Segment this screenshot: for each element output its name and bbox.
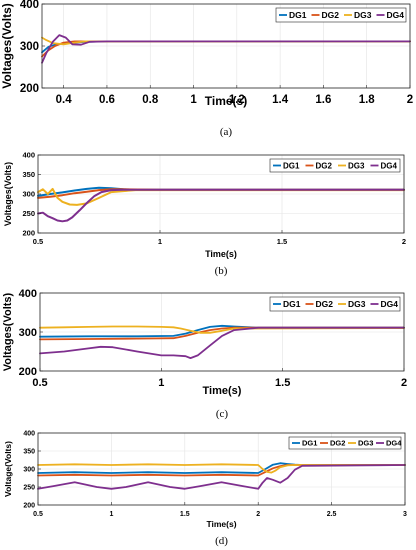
y-tick-label: 200 bbox=[19, 366, 37, 378]
x-tick-label: 1 bbox=[109, 511, 113, 518]
y-tick-label: 300 bbox=[22, 190, 35, 199]
x-tick-label: 0.4 bbox=[56, 94, 73, 106]
x-tick-label: 1 bbox=[190, 94, 197, 106]
series-line-dg3 bbox=[37, 463, 406, 474]
panel-caption: (c) bbox=[216, 408, 229, 420]
y-tick-label: 300 bbox=[20, 41, 39, 53]
x-tick-label: 2.5 bbox=[327, 511, 337, 518]
series-line-dg3 bbox=[37, 187, 405, 206]
legend-box bbox=[269, 158, 401, 173]
x-tick-label: 1.5 bbox=[277, 237, 287, 246]
x-tick-label: 1 bbox=[158, 377, 164, 389]
x-axis-label: Time(s) bbox=[206, 519, 236, 529]
x-tick-label: 1.2 bbox=[229, 94, 245, 106]
y-axis-label: Voltages(Volts) bbox=[3, 162, 13, 226]
y-tick-label: 400 bbox=[19, 288, 37, 300]
y-tick-label: 200 bbox=[23, 502, 35, 509]
x-tick-label: 0.5 bbox=[33, 237, 43, 246]
y-tick-label: 400 bbox=[23, 430, 35, 437]
x-tick-label: 1.5 bbox=[275, 377, 290, 389]
x-tick-label: 0.5 bbox=[32, 377, 47, 389]
legend-label-dg4: DG4 bbox=[386, 439, 402, 448]
panel-caption: (d) bbox=[215, 535, 228, 547]
x-tick-label: 2 bbox=[402, 237, 406, 246]
legend-label-dg3: DG3 bbox=[354, 10, 372, 20]
legend-label-dg4: DG4 bbox=[381, 161, 398, 170]
y-tick-label: 400 bbox=[20, 0, 39, 11]
series-line-dg3 bbox=[39, 325, 405, 334]
y-tick-label: 250 bbox=[23, 484, 35, 491]
legend-label-dg2: DG2 bbox=[330, 439, 345, 448]
legend-label-dg1: DG1 bbox=[283, 161, 300, 170]
legend-box bbox=[269, 296, 401, 312]
chart-panel: 0.5 1 1.5 2 200 250 300 350 400 Time(s) Voltages(V… bbox=[3, 151, 406, 277]
x-tick-label: 2 bbox=[407, 94, 413, 106]
x-axis-label: Time(s) bbox=[205, 249, 237, 259]
legend-label-dg2: DG2 bbox=[316, 161, 333, 170]
x-tick-label: 2 bbox=[401, 377, 407, 389]
legend-label-dg4: DG4 bbox=[381, 299, 399, 309]
x-tick-label: 1 bbox=[158, 237, 162, 246]
y-tick-label: 250 bbox=[22, 209, 35, 218]
x-tick-label: 1.5 bbox=[180, 511, 190, 518]
y-tick-label: 200 bbox=[22, 229, 35, 238]
x-axis-label: Time(s) bbox=[203, 385, 242, 397]
x-axis-label: Time(s) bbox=[205, 94, 247, 108]
y-tick-label: 350 bbox=[22, 170, 35, 179]
y-tick-label: 400 bbox=[22, 151, 35, 160]
legend-label-dg4: DG4 bbox=[387, 10, 405, 20]
legend-label-dg2: DG2 bbox=[322, 10, 340, 20]
legend-label-dg2: DG2 bbox=[316, 299, 334, 309]
legend-label-dg1: DG1 bbox=[289, 10, 307, 20]
legend-label-dg3: DG3 bbox=[348, 161, 365, 170]
legend-label-dg1: DG1 bbox=[283, 299, 301, 309]
y-axis-label: Voltages(Volts) bbox=[2, 292, 14, 371]
x-tick-label: 2 bbox=[256, 511, 260, 518]
y-tick-label: 200 bbox=[20, 83, 39, 95]
x-tick-label: 1.8 bbox=[359, 94, 376, 106]
panel-caption: (a) bbox=[220, 126, 233, 138]
y-tick-label: 300 bbox=[19, 327, 37, 339]
x-tick-label: 1.4 bbox=[272, 94, 289, 106]
panel-caption: (b) bbox=[215, 265, 228, 277]
x-tick-label: 0.6 bbox=[99, 94, 115, 106]
legend-label-dg3: DG3 bbox=[358, 439, 373, 448]
x-tick-label: 3 bbox=[403, 511, 407, 518]
legend-label-dg3: DG3 bbox=[348, 299, 366, 309]
y-axis-label: Voltage(Volts) bbox=[3, 441, 13, 497]
x-tick-label: 0.5 bbox=[33, 511, 43, 518]
chart-panel: 0.4 0.6 0.8 1 1.2 1.4 1.6 1.8 2 200 300 400 Time(s) V… bbox=[0, 0, 413, 138]
y-tick-label: 350 bbox=[23, 448, 35, 455]
legend-label-dg1: DG1 bbox=[302, 439, 317, 448]
series-line-dg4 bbox=[41, 34, 411, 64]
x-tick-label: 0.8 bbox=[142, 94, 159, 106]
legend-box bbox=[275, 7, 407, 23]
chart-panel: 0.5 1 1.5 2 200 300 400 Time(s) Voltages(Volts) D… bbox=[2, 288, 407, 420]
chart-panel: 0.5 1 1.5 2 2.5 3 200 250 300 350 400 Time(s) Voltag… bbox=[3, 430, 407, 547]
x-tick-label: 1.6 bbox=[315, 94, 331, 106]
y-tick-label: 300 bbox=[23, 466, 35, 473]
legend-box bbox=[288, 436, 402, 450]
series-line-dg4 bbox=[37, 464, 406, 490]
series-line-dg4 bbox=[39, 326, 405, 360]
y-axis-label: Voltages(Volts) bbox=[0, 3, 14, 89]
series-line-dg4 bbox=[37, 188, 405, 223]
